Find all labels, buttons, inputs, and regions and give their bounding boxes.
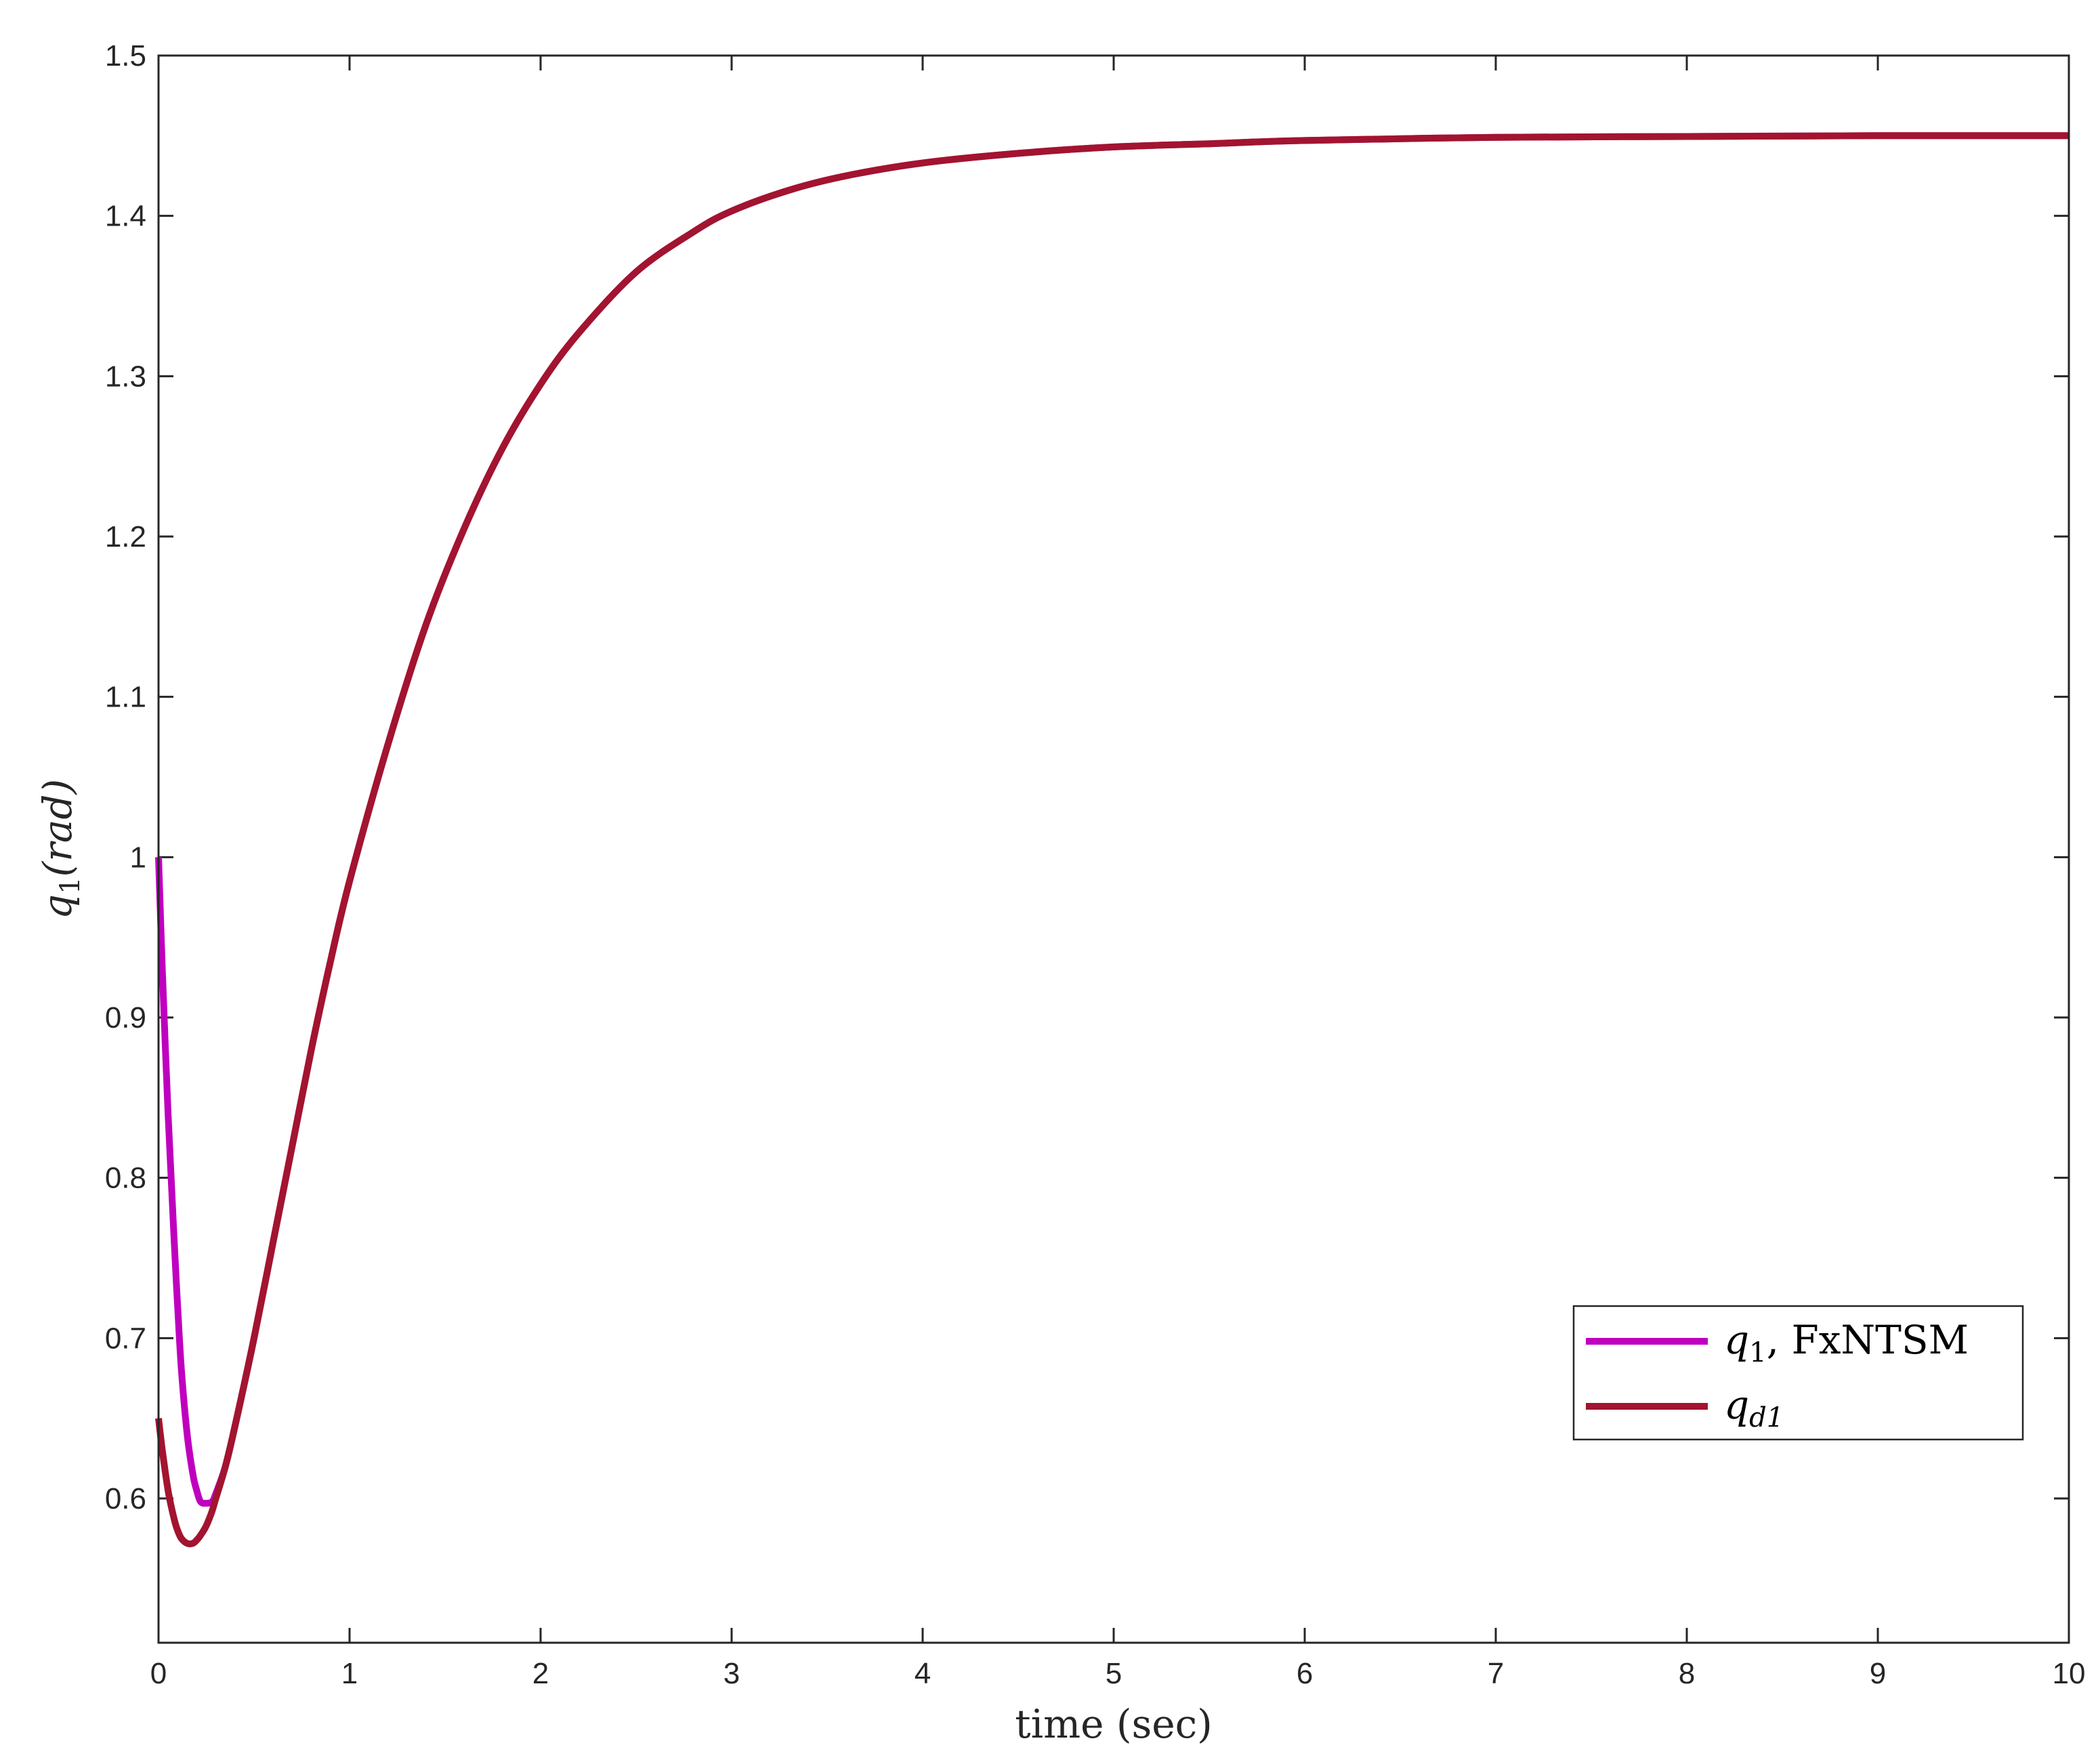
y-tick-label: 0.7: [105, 1322, 146, 1355]
y-axis-label: q1(rad): [35, 779, 86, 919]
y-axis-label-main: q: [35, 894, 81, 919]
x-tick-label: 10: [2053, 1657, 2086, 1690]
x-tick-label: 8: [1679, 1657, 1695, 1690]
series-line-qd1: [155, 132, 2070, 1548]
x-tick-label: 4: [915, 1657, 931, 1690]
plot-area-box: [157, 54, 2070, 1644]
y-tick-label: 0.6: [105, 1482, 146, 1515]
y-tick-label: 0.8: [105, 1162, 146, 1195]
x-tick-label: 5: [1106, 1657, 1122, 1690]
y-tick-label: 1.3: [105, 360, 146, 393]
y-tick-label: 0.9: [105, 1001, 146, 1034]
y-tick-label: 1.1: [105, 681, 146, 714]
x-tick-label: 1: [341, 1657, 358, 1690]
legend-label-sub: 1: [1749, 1337, 1766, 1368]
y-tick-label: 1.2: [105, 520, 146, 553]
legend-box: [1572, 1305, 2024, 1441]
series-lines: [155, 132, 2070, 1548]
x-tick-label: 6: [1297, 1657, 1313, 1690]
x-tick-label: 9: [1870, 1657, 1886, 1690]
legend-label-main: q: [1724, 1382, 1749, 1428]
y-axis-label-sub: 1: [55, 877, 86, 894]
x-tick-label: 3: [723, 1657, 740, 1690]
y-tick-label: 1: [130, 841, 146, 874]
y-axis-label-rest: (rad): [35, 779, 81, 877]
y-tick-label: 1.5: [105, 39, 146, 72]
x-tick-label: 0: [150, 1657, 167, 1690]
legend-label-q1-fxntsm: q1, FxNTSM: [1724, 1317, 1969, 1368]
legend-label-qd1: qd1: [1724, 1382, 1784, 1433]
legend: q1, FxNTSM qd1: [1572, 1305, 2024, 1441]
x-tick-label: 7: [1488, 1657, 1504, 1690]
legend-label-main: q: [1724, 1317, 1749, 1363]
axis-tick-labels: 0 1 2 3 4 5 6 7 8 9 10 0.6 0.7 0.8 0.9 1 1.1 1.2 1.3 1.4 1.5: [105, 39, 2086, 1690]
x-tick-label: 2: [532, 1657, 549, 1690]
legend-label-sub: d1: [1749, 1402, 1784, 1433]
legend-label-rest: , FxNTSM: [1767, 1317, 1969, 1363]
y-tick-label: 1.4: [105, 200, 146, 233]
legend-item-qd1: qd1: [1586, 1382, 1784, 1433]
x-axis-label: time (sec): [1015, 1701, 1212, 1747]
legend-item-q1-fxntsm: q1, FxNTSM: [1586, 1317, 1969, 1368]
